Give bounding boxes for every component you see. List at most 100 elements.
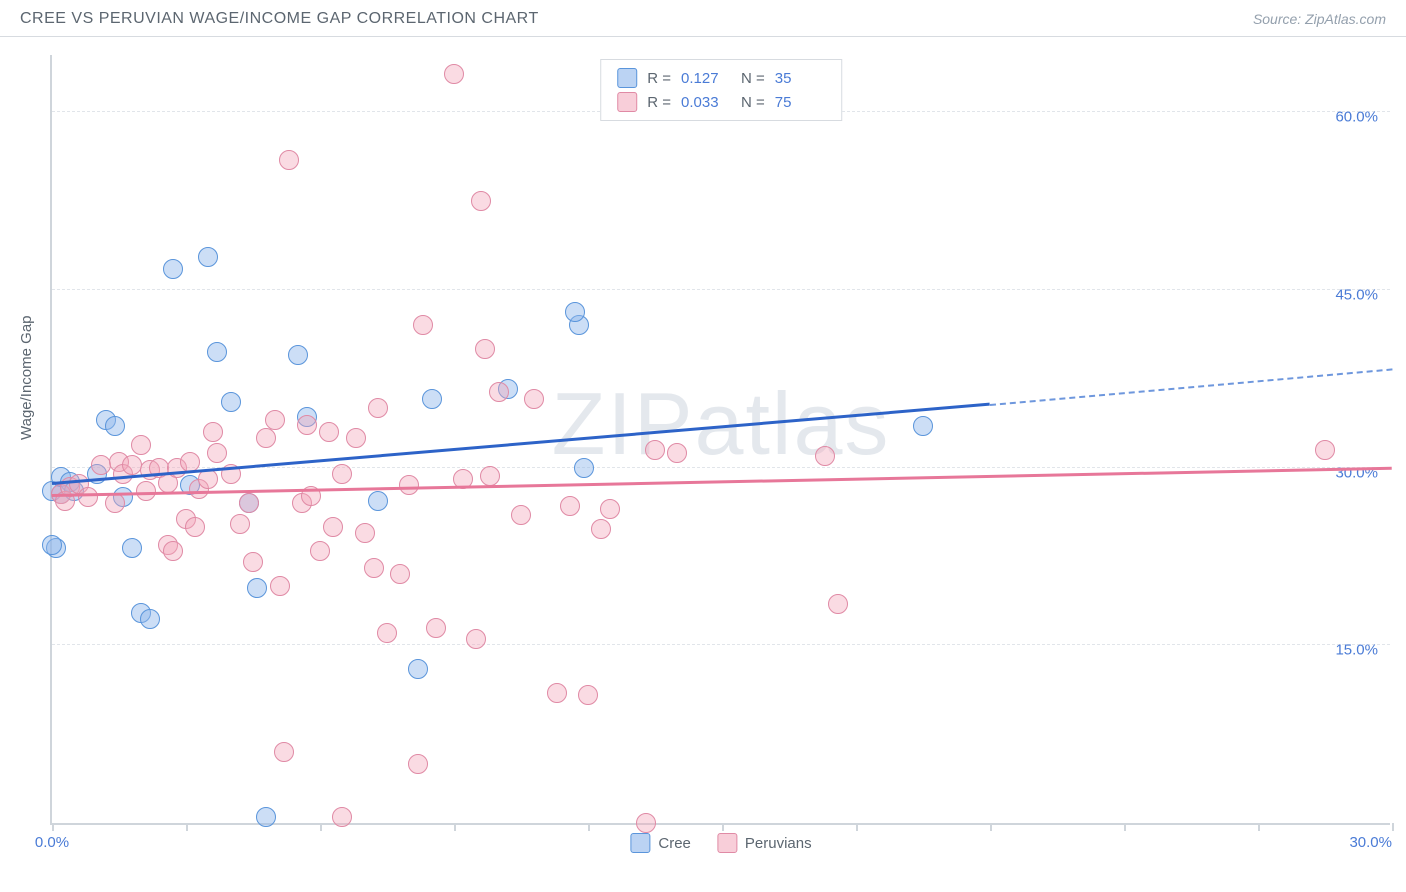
data-point: [198, 247, 218, 267]
legend-swatch: [617, 92, 637, 112]
stat-n-label: N =: [741, 70, 765, 87]
data-point: [489, 382, 509, 402]
stat-r-label: R =: [647, 70, 671, 87]
data-point: [105, 493, 125, 513]
x-tick: [1392, 823, 1394, 831]
stats-legend-row: R =0.033N =75: [617, 90, 825, 114]
chart-source: Source: ZipAtlas.com: [1253, 11, 1386, 27]
x-tick-label: 30.0%: [1349, 834, 1392, 851]
data-point: [413, 315, 433, 335]
data-point: [131, 435, 151, 455]
stat-r-value: 0.033: [681, 94, 731, 111]
data-point: [256, 807, 276, 827]
data-point: [247, 578, 267, 598]
data-point: [524, 389, 544, 409]
data-point: [1315, 440, 1335, 460]
chart-header: CREE VS PERUVIAN WAGE/INCOME GAP CORRELA…: [0, 0, 1406, 37]
data-point: [578, 685, 598, 705]
data-point: [185, 517, 205, 537]
data-point: [323, 517, 343, 537]
data-point: [815, 446, 835, 466]
y-tick-label: 60.0%: [1335, 109, 1378, 126]
data-point: [230, 514, 250, 534]
data-point: [163, 259, 183, 279]
stat-n-value: 35: [775, 70, 825, 87]
data-point: [198, 469, 218, 489]
series-name: Peruvians: [745, 835, 812, 852]
data-point: [390, 564, 410, 584]
stat-n-value: 75: [775, 94, 825, 111]
x-tick: [454, 823, 456, 831]
data-point: [408, 659, 428, 679]
data-point: [444, 64, 464, 84]
data-point: [122, 538, 142, 558]
data-point: [163, 541, 183, 561]
series-legend: Cree Peruvians: [630, 833, 811, 853]
data-point: [466, 629, 486, 649]
data-point: [591, 519, 611, 539]
data-point: [274, 742, 294, 762]
stat-r-value: 0.127: [681, 70, 731, 87]
data-point: [565, 302, 585, 322]
trend-line: [52, 403, 990, 485]
data-point: [140, 609, 160, 629]
x-tick: [990, 823, 992, 831]
data-point: [332, 464, 352, 484]
x-tick: [52, 823, 54, 831]
y-axis-label: Wage/Income Gap: [18, 315, 35, 440]
data-point: [203, 422, 223, 442]
data-point: [310, 541, 330, 561]
x-tick: [856, 823, 858, 831]
data-point: [256, 428, 276, 448]
x-tick: [1124, 823, 1126, 831]
stats-legend: R = 0.127 N = 35R = 0.033 N = 75: [600, 59, 842, 121]
data-point: [667, 443, 687, 463]
data-point: [422, 389, 442, 409]
data-point: [547, 683, 567, 703]
trend-line: [52, 467, 1392, 497]
series-name: Cree: [658, 835, 691, 852]
legend-swatch: [630, 833, 650, 853]
data-point: [645, 440, 665, 460]
data-point: [600, 499, 620, 519]
x-tick: [588, 823, 590, 831]
data-point: [91, 455, 111, 475]
data-point: [511, 505, 531, 525]
data-point: [288, 345, 308, 365]
data-point: [480, 466, 500, 486]
data-point: [105, 416, 125, 436]
data-point: [399, 475, 419, 495]
data-point: [122, 455, 142, 475]
stats-legend-row: R = 0.127 N = 35: [617, 66, 825, 90]
legend-swatch: [617, 68, 637, 88]
data-point: [636, 813, 656, 833]
x-tick: [722, 823, 724, 831]
watermark-text: ZIPatlas: [552, 373, 891, 475]
data-point: [243, 552, 263, 572]
x-tick-label: 0.0%: [35, 834, 69, 851]
data-point: [364, 558, 384, 578]
data-point: [270, 576, 290, 596]
data-point: [265, 410, 285, 430]
data-point: [332, 807, 352, 827]
gridline: [52, 289, 1390, 290]
stat-n-label: N =: [741, 94, 765, 111]
y-tick-label: 15.0%: [1335, 642, 1378, 659]
data-point: [408, 754, 428, 774]
data-point: [377, 623, 397, 643]
x-tick: [320, 823, 322, 831]
data-point: [297, 415, 317, 435]
data-point: [574, 458, 594, 478]
series-legend-item: Peruvians: [717, 833, 812, 853]
data-point: [279, 150, 299, 170]
trend-line: [990, 368, 1392, 406]
data-point: [221, 392, 241, 412]
data-point: [207, 443, 227, 463]
series-legend-item: Cree: [630, 833, 691, 853]
data-point: [368, 491, 388, 511]
gridline: [52, 644, 1390, 645]
y-tick-label: 45.0%: [1335, 286, 1378, 303]
data-point: [475, 339, 495, 359]
chart-title: CREE VS PERUVIAN WAGE/INCOME GAP CORRELA…: [20, 10, 539, 28]
data-point: [426, 618, 446, 638]
